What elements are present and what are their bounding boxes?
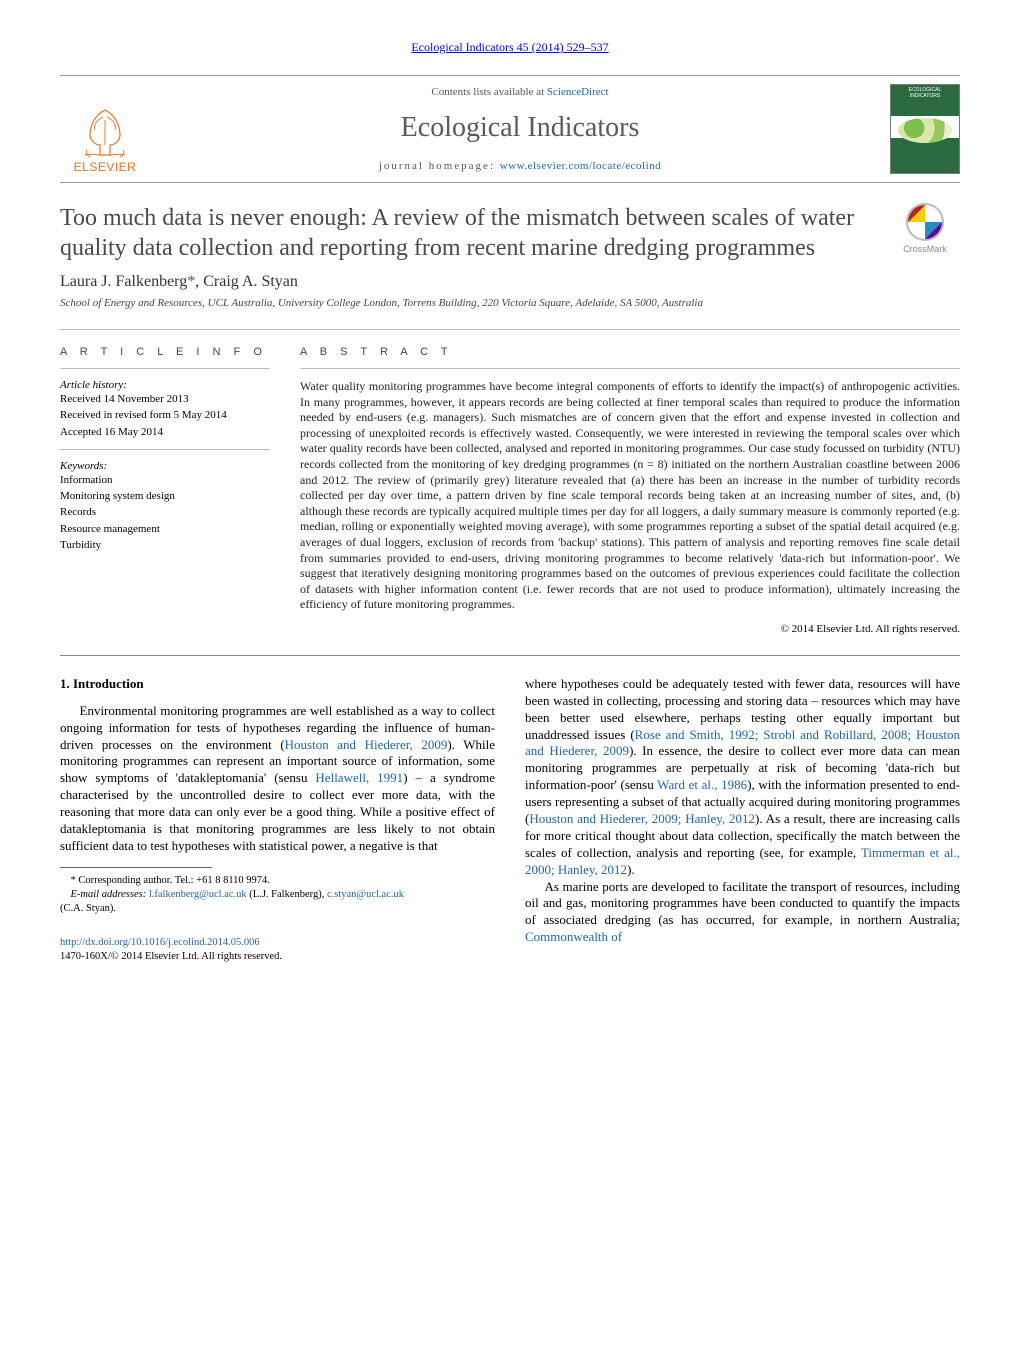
homepage-line: journal homepage: www.elsevier.com/locat…: [150, 160, 890, 172]
body-para-2: where hypotheses could be adequately tes…: [525, 676, 960, 879]
crossmark-label: CrossMark: [903, 244, 947, 254]
info-abstract-row: A R T I C L E I N F O Article history: R…: [60, 346, 960, 635]
abstract-divider: [300, 368, 960, 369]
email-label: E-mail addresses:: [71, 889, 149, 900]
section-heading-1: 1. Introduction: [60, 676, 495, 693]
email-2-link[interactable]: c.styan@ucl.ac.uk: [327, 889, 404, 900]
keywords-label: Keywords:: [60, 460, 270, 472]
email-note: E-mail addresses: l.falkenberg@ucl.ac.uk…: [60, 888, 495, 916]
email-1-link[interactable]: l.falkenberg@ucl.ac.uk: [149, 889, 247, 900]
article-info-heading: A R T I C L E I N F O: [60, 346, 270, 358]
body-para-3: As marine ports are developed to facilit…: [525, 879, 960, 947]
author-2: , Craig A. Styan: [195, 273, 298, 290]
elsevier-logo[interactable]: ELSEVIER: [60, 84, 150, 174]
crossmark-badge[interactable]: CrossMark: [890, 203, 960, 254]
info-divider-1: [60, 368, 270, 369]
elsevier-wordmark: ELSEVIER: [74, 160, 137, 174]
abstract-column: A B S T R A C T Water quality monitoring…: [300, 346, 960, 635]
divider-top: [60, 329, 960, 330]
keyword-3: Resource management: [60, 522, 270, 536]
email-2-name: (C.A. Styan).: [60, 903, 116, 914]
received-date: Received 14 November 2013: [60, 392, 270, 406]
revised-date: Received in revised form 5 May 2014: [60, 408, 270, 422]
history-label: Article history:: [60, 379, 270, 391]
journal-name: Ecological Indicators: [150, 112, 890, 144]
abstract-text: Water quality monitoring programmes have…: [300, 379, 960, 613]
keyword-4: Turbidity: [60, 538, 270, 552]
page-footer: http://dx.doi.org/10.1016/j.ecolind.2014…: [60, 936, 495, 963]
p2-e: ).: [627, 862, 635, 877]
ref-ward-1986[interactable]: Ward et al., 1986: [657, 777, 747, 792]
crossmark-icon: [906, 203, 944, 241]
banner-center: Contents lists available at ScienceDirec…: [150, 86, 890, 172]
page-container: Ecological Indicators 45 (2014) 529–537 …: [0, 0, 1020, 1014]
title-row: Too much data is never enough: A review …: [60, 203, 960, 263]
journal-cover-thumbnail[interactable]: [890, 84, 960, 174]
citation-link[interactable]: Ecological Indicators 45 (2014) 529–537: [411, 40, 608, 54]
ref-houston-hanley[interactable]: Houston and Hiederer, 2009; Hanley, 2012: [529, 811, 755, 826]
email-1-name: (L.J. Falkenberg),: [247, 889, 327, 900]
corresponding-note: * Corresponding author. Tel.: +61 8 8110…: [60, 874, 495, 888]
affiliation: School of Energy and Resources, UCL Aust…: [60, 297, 960, 309]
doi-link[interactable]: http://dx.doi.org/10.1016/j.ecolind.2014…: [60, 937, 260, 948]
homepage-link[interactable]: www.elsevier.com/locate/ecolind: [500, 160, 661, 172]
article-info-column: A R T I C L E I N F O Article history: R…: [60, 346, 270, 635]
citation-line: Ecological Indicators 45 (2014) 529–537: [60, 40, 960, 55]
divider-body: [60, 655, 960, 656]
article-title: Too much data is never enough: A review …: [60, 203, 870, 263]
homepage-prefix: journal homepage:: [379, 160, 500, 172]
info-divider-2: [60, 449, 270, 450]
issn-copyright: 1470-160X/© 2014 Elsevier Ltd. All right…: [60, 951, 282, 962]
contents-line: Contents lists available at ScienceDirec…: [150, 86, 890, 98]
authors-line: Laura J. Falkenberg*, Craig A. Styan: [60, 273, 960, 291]
ref-commonwealth[interactable]: Commonwealth of: [525, 929, 622, 944]
corr-text: Corresponding author. Tel.: +61 8 8110 9…: [78, 875, 270, 886]
body-para-1: Environmental monitoring programmes are …: [60, 703, 495, 855]
footnote-separator: [60, 867, 212, 868]
ref-hellawell-1991[interactable]: Hellawell, 1991: [315, 770, 403, 785]
abstract-heading: A B S T R A C T: [300, 346, 960, 358]
footnote-block: * Corresponding author. Tel.: +61 8 8110…: [60, 867, 495, 964]
body-two-column: 1. Introduction Environmental monitoring…: [60, 676, 960, 964]
footnotes: * Corresponding author. Tel.: +61 8 8110…: [60, 874, 495, 917]
abstract-copyright: © 2014 Elsevier Ltd. All rights reserved…: [300, 623, 960, 635]
keyword-1: Monitoring system design: [60, 489, 270, 503]
author-1: Laura J. Falkenberg: [60, 273, 187, 290]
sciencedirect-link[interactable]: ScienceDirect: [547, 86, 609, 98]
elsevier-tree-icon: [75, 105, 135, 160]
p3-a: As marine ports are developed to facilit…: [525, 879, 960, 928]
ref-houston-2009[interactable]: Houston and Hiederer, 2009: [285, 737, 448, 752]
keyword-0: Information: [60, 473, 270, 487]
top-banner: ELSEVIER Contents lists available at Sci…: [60, 75, 960, 183]
contents-prefix: Contents lists available at: [431, 86, 546, 98]
keyword-2: Records: [60, 505, 270, 519]
accepted-date: Accepted 16 May 2014: [60, 425, 270, 439]
